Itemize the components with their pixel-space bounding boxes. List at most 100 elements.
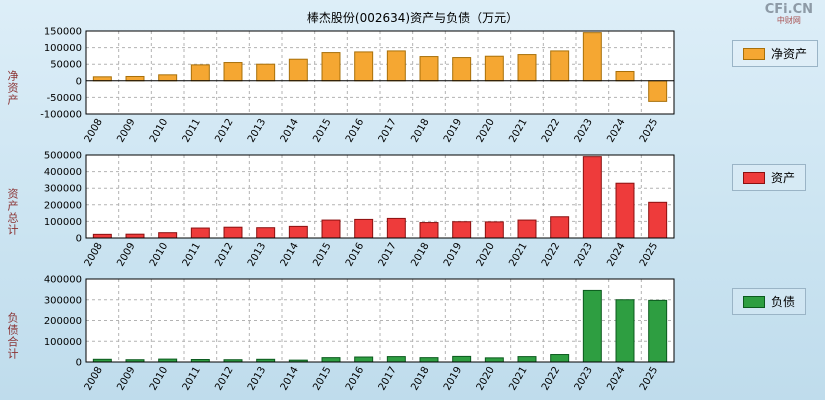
y-tick-label: 500000 xyxy=(44,151,82,162)
x-tick-label: 2020 xyxy=(475,117,497,145)
bar-2013 xyxy=(256,227,276,239)
x-tick-label: 2018 xyxy=(409,365,431,393)
x-tick-label: 2013 xyxy=(246,241,268,269)
logo-text: CFi.CN xyxy=(764,2,813,17)
bar-2024 xyxy=(615,71,635,82)
bar-2012 xyxy=(223,226,243,239)
legend-net-assets: 净资产 xyxy=(732,40,819,67)
x-tick-label: 2018 xyxy=(409,117,431,145)
x-tick-label: 2013 xyxy=(246,117,268,145)
x-tick-label: 2024 xyxy=(605,365,627,393)
bar-2021 xyxy=(517,356,537,363)
y-tick-label: 50000 xyxy=(50,60,82,71)
bar-2016 xyxy=(354,51,374,82)
y-tick-label: 200000 xyxy=(44,200,82,211)
x-tick-label: 2014 xyxy=(279,117,301,145)
x-tick-label: 2014 xyxy=(279,365,301,393)
bar-2020 xyxy=(484,221,504,239)
y-tick-label: 400000 xyxy=(44,275,82,286)
y-tick-label: 400000 xyxy=(44,167,82,178)
x-tick-label: 2025 xyxy=(638,365,660,393)
bar-2025 xyxy=(648,201,668,239)
x-tick-label: 2018 xyxy=(409,241,431,269)
y-tick-label: -100000 xyxy=(40,110,82,121)
x-tick-label: 2022 xyxy=(540,117,562,145)
bar-2011 xyxy=(190,227,210,239)
x-tick-label: 2008 xyxy=(83,365,105,393)
bar-2015 xyxy=(321,357,341,363)
bar-2022 xyxy=(550,50,570,82)
x-tick-label: 2025 xyxy=(638,117,660,145)
bar-2022 xyxy=(550,216,570,239)
bar-2008 xyxy=(92,76,112,82)
bar-2022 xyxy=(550,354,570,363)
chart-header: 棒杰股份(002634)资产与负债（万元） CFi.CN 中财网 xyxy=(0,0,825,26)
chart-row-total-liabilities: 负债合计 400000 300000 200000 100000 0 2008 2009 20… xyxy=(0,274,825,398)
bar-2024 xyxy=(615,182,635,239)
x-tick-label: 2009 xyxy=(115,117,137,145)
x-tick-label: 2011 xyxy=(181,117,203,145)
x-tick-label: 2020 xyxy=(475,365,497,393)
bar-2019 xyxy=(452,221,472,239)
bar-2019 xyxy=(452,57,472,82)
x-tick-label: 2024 xyxy=(605,117,627,145)
bar-2018 xyxy=(419,56,439,82)
y-axis-title-total-assets: 资产总计 xyxy=(6,188,19,236)
bar-2020 xyxy=(484,55,504,82)
x-tick-label: 2017 xyxy=(377,241,399,269)
bar-2010 xyxy=(158,232,178,239)
legend-total-assets: 资产 xyxy=(732,164,807,191)
bar-2014 xyxy=(288,58,308,82)
x-tick-label: 2010 xyxy=(148,365,170,393)
x-tick-label: 2009 xyxy=(115,241,137,269)
y-tick-label: 200000 xyxy=(44,316,82,327)
x-tick-label: 2021 xyxy=(507,117,529,145)
y-tick-label: 100000 xyxy=(44,43,82,54)
y-tick-label: 100000 xyxy=(44,217,82,228)
bar-2013 xyxy=(256,63,276,82)
legend-swatch-total-liabilities xyxy=(743,295,765,308)
bar-2008 xyxy=(92,233,112,239)
x-tick-label: 2023 xyxy=(573,365,595,393)
x-tick-label: 2012 xyxy=(213,117,235,145)
x-tick-label: 2011 xyxy=(181,241,203,269)
bar-2018 xyxy=(419,357,439,363)
x-tick-label: 2008 xyxy=(83,241,105,269)
x-tick-label: 2019 xyxy=(442,365,464,393)
y-tick-label: -50000 xyxy=(47,93,82,104)
x-tick-label: 2016 xyxy=(344,117,366,145)
x-tick-label: 2019 xyxy=(442,117,464,145)
x-tick-label: 2009 xyxy=(115,365,137,393)
bar-2015 xyxy=(321,52,341,82)
legend-total-liabilities: 负债 xyxy=(732,288,807,315)
bar-2012 xyxy=(223,62,243,82)
x-tick-label: 2019 xyxy=(442,241,464,269)
x-tick-label: 2008 xyxy=(83,117,105,145)
legend-label-total-liabilities: 负债 xyxy=(771,295,796,309)
x-tick-label: 2016 xyxy=(344,241,366,269)
cfi-logo: CFi.CN 中财网 xyxy=(764,2,813,26)
y-tick-label: 150000 xyxy=(44,27,82,38)
x-tick-label: 2021 xyxy=(507,241,529,269)
x-tick-label: 2016 xyxy=(344,365,366,393)
y-tick-label: 0 xyxy=(76,358,82,369)
x-tick-label: 2020 xyxy=(475,241,497,269)
x-tick-label: 2010 xyxy=(148,241,170,269)
x-tick-label: 2022 xyxy=(540,365,562,393)
bar-2018 xyxy=(419,222,439,239)
y-axis-title-net-assets: 净资产 xyxy=(6,70,19,106)
bar-2016 xyxy=(354,356,374,363)
x-tick-label: 2010 xyxy=(148,117,170,145)
legend-swatch-total-assets xyxy=(743,171,765,184)
y-axis-title-total-liabilities: 负债合计 xyxy=(6,312,19,360)
x-tick-label: 2012 xyxy=(213,241,235,269)
page-title: 棒杰股份(002634)资产与负债（万元） xyxy=(306,11,519,25)
bar-2023 xyxy=(582,289,602,363)
bar-2023 xyxy=(582,32,602,82)
x-tick-label: 2014 xyxy=(279,241,301,269)
x-tick-label: 2013 xyxy=(246,365,268,393)
chart-row-total-assets: 资产总计 500000 400000 300000 200000 100000 0 2008… xyxy=(0,150,825,274)
y-tick-label: 100000 xyxy=(44,337,82,348)
